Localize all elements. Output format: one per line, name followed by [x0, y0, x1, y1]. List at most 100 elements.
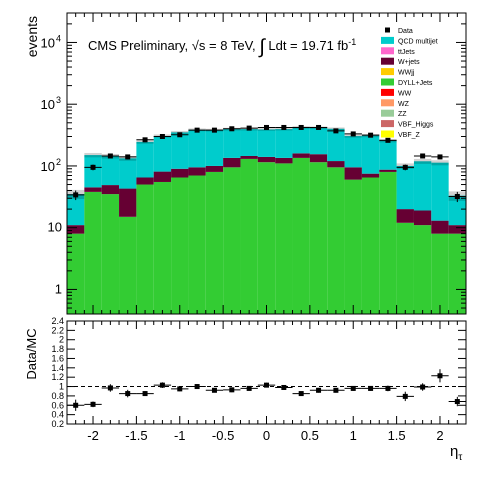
upper-y-axis-label: events — [24, 16, 40, 57]
data-point-14 — [316, 124, 322, 130]
legend-marker-data — [385, 27, 390, 33]
bar-w-jets-11 — [257, 156, 276, 163]
bar-qcd-multijet-12 — [275, 129, 293, 158]
legend-label-dyll-jets: DYLL+Jets — [398, 80, 433, 87]
ratio-point-14 — [316, 387, 322, 393]
bar-dyll-jets-2 — [101, 194, 120, 314]
ratio-y-tick-label-9: 2 — [59, 335, 64, 345]
bar-qcd-multijet-6 — [171, 132, 189, 169]
bar-w-jets-14 — [309, 154, 328, 163]
bar-dyll-jets-15 — [327, 167, 345, 314]
ratio-point-17 — [368, 385, 374, 391]
legend-swatch-vbf-higgs — [381, 120, 394, 128]
upper-stack-bars — [67, 126, 466, 314]
upper-y-tick-label-4: 10 — [41, 35, 55, 50]
bar-w-jets-12 — [275, 157, 293, 164]
bar-w-jets-9 — [223, 157, 241, 168]
legend-label-qcd-multijet: QCD multijet — [398, 38, 438, 45]
bar-dyll-jets-21 — [431, 233, 449, 314]
legend-swatch-wz — [381, 99, 394, 107]
data-point-7 — [194, 127, 200, 133]
x-tick-label-6: 1 — [350, 428, 357, 443]
ratio-point-22 — [454, 399, 460, 405]
legend-label-ttjets: ttJets — [398, 49, 415, 56]
data-point-15 — [333, 128, 339, 134]
legend: Data QCD multijet ttJets W+jets WWjj DYLL+Jet… — [381, 27, 438, 139]
x-axis-title-sub: τ — [458, 452, 462, 463]
legend-swatch-zz — [381, 109, 394, 117]
bar-qcd-multijet-8 — [205, 130, 224, 166]
bar-w-jets-17 — [361, 173, 380, 178]
bar-dyll-jets-19 — [396, 222, 414, 314]
data-point-13 — [298, 124, 304, 130]
ratio-point-2 — [107, 385, 113, 391]
data-point-11 — [264, 124, 269, 130]
bar-qcd-multijet-9 — [223, 129, 241, 158]
bar-w-jets-3 — [119, 188, 137, 217]
bar-w-jets-7 — [188, 167, 206, 176]
data-point-10 — [246, 125, 252, 131]
bar-w-jets-5 — [153, 171, 172, 182]
annotation-sqrt: √s — [192, 38, 206, 53]
data-point-5 — [159, 133, 165, 139]
bar-dyll-jets-9 — [223, 167, 241, 314]
upper-y-tick-label-3: 10 — [41, 97, 55, 112]
data-point-2 — [107, 153, 113, 159]
bar-w-jets-18 — [379, 169, 397, 172]
bar-qcd-multijet-21 — [431, 162, 449, 221]
data-point-1 — [90, 164, 96, 170]
data-point-12 — [281, 124, 287, 130]
bar-qcd-multijet-3 — [119, 158, 137, 189]
bar-qcd-multijet-4 — [136, 141, 154, 178]
ratio-point-7 — [194, 384, 200, 390]
bar-w-jets-1 — [84, 187, 102, 192]
ratio-point-8 — [211, 387, 217, 393]
ratio-point-10 — [246, 385, 252, 391]
cms-annotation: CMS Preliminary, √s = 8 TeV, ∫ Ldt = 19.… — [88, 36, 356, 58]
upper-data-points — [67, 124, 466, 203]
x-tick-label-0: -2 — [87, 428, 99, 443]
ratio-y-axis-label: Data/MC — [24, 328, 39, 379]
ratio-y-tick-label-10: 2.2 — [51, 325, 64, 335]
bar-qcd-multijet-15 — [327, 128, 345, 162]
ratio-point-16 — [350, 385, 356, 391]
data-point-16 — [350, 131, 356, 137]
legend-swatch-wwjj — [381, 68, 394, 76]
ratio-point-3 — [125, 391, 131, 397]
ratio-point-6 — [177, 386, 183, 392]
bar-qcd-multijet-5 — [153, 135, 172, 172]
data-point-4 — [142, 137, 148, 143]
legend-swatch-vbf-z — [381, 130, 394, 138]
legend-label-ww: WW — [398, 90, 412, 97]
ratio-y-tick-label-11: 2.4 — [51, 316, 64, 326]
bar-qcd-multijet-11 — [257, 129, 276, 157]
bar-qcd-multijet-22 — [448, 195, 466, 226]
bar-dyll-jets-5 — [153, 181, 172, 314]
ratio-y-tick-label-6: 1.4 — [51, 363, 64, 373]
upper-y-tick-base-4: 10 — [41, 35, 55, 50]
legend-label-w-jets: W+jets — [398, 59, 420, 66]
ratio-point-20 — [420, 384, 426, 390]
bar-dyll-jets-6 — [171, 177, 189, 314]
bar-dyll-jets-8 — [205, 171, 224, 314]
upper-y-tick-base-2: 10 — [41, 159, 55, 174]
ratio-y-tick-label-5: 1.2 — [51, 372, 64, 382]
bar-qcd-multijet-13 — [292, 127, 310, 154]
ratio-point-13 — [298, 391, 304, 397]
data-point-22 — [454, 193, 460, 199]
x-tick-label-2: -1 — [174, 428, 186, 443]
ratio-point-11 — [264, 382, 269, 388]
upper-y-tick-label-0: 1 — [55, 281, 62, 296]
legend-swatch-w-jets — [381, 57, 394, 65]
x-tick-label-8: 2 — [436, 428, 443, 443]
data-point-19 — [402, 164, 408, 170]
bar-dyll-jets-7 — [188, 175, 206, 314]
bar-w-jets-10 — [240, 155, 258, 159]
bar-dyll-jets-17 — [361, 177, 380, 314]
uncertainty-band-21 — [431, 160, 449, 166]
ratio-y-tick-label-2: 0.6 — [51, 400, 64, 410]
legend-label-wz: WZ — [398, 101, 410, 108]
x-tick-label-3: -0.5 — [212, 428, 234, 443]
